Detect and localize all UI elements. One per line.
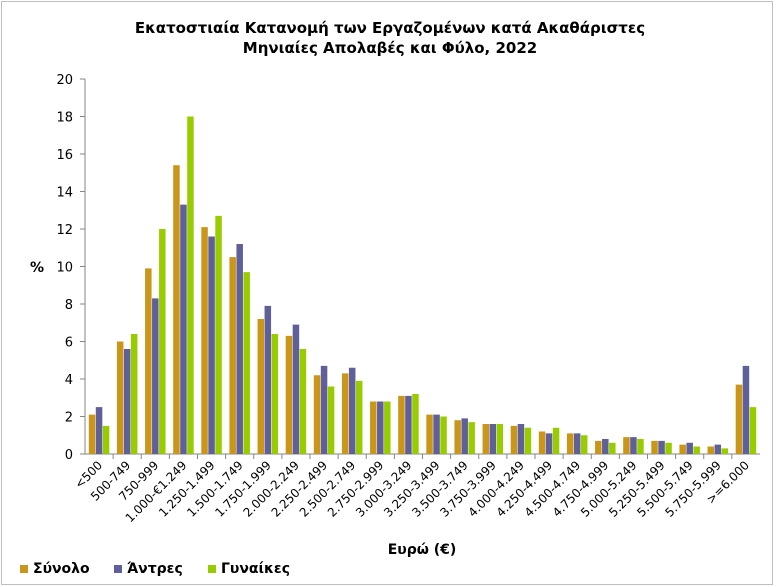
bar: [461, 418, 468, 454]
bar: [686, 442, 693, 454]
legend-swatch: [114, 565, 122, 573]
y-tick-label: 12: [56, 223, 73, 238]
bar: [299, 349, 307, 454]
bar: [229, 257, 236, 454]
bar: [440, 416, 447, 454]
bar: [187, 116, 194, 454]
bar: [538, 431, 546, 454]
plot-area: 02468101214161820<500500-749750-9991.000…: [56, 73, 760, 525]
bar: [123, 349, 131, 454]
y-tick-label: 14: [56, 186, 73, 201]
bar: [243, 272, 250, 454]
bar: [264, 305, 272, 454]
bar: [665, 442, 672, 454]
bar: [468, 422, 475, 454]
bar: [215, 215, 222, 454]
bar: [152, 298, 159, 454]
y-tick-label: 16: [56, 148, 73, 163]
bar: [173, 165, 180, 454]
y-tick-label: 6: [65, 336, 73, 351]
y-tick-label: 10: [56, 261, 73, 276]
y-axis-title: %: [30, 260, 44, 276]
bar: [749, 407, 757, 454]
bar: [609, 442, 616, 454]
bar: [580, 435, 588, 454]
bar: [714, 444, 722, 454]
bar: [545, 433, 553, 454]
legend-swatch: [208, 565, 216, 573]
bar: [433, 414, 440, 454]
bar: [145, 268, 152, 454]
legend-label: Γυναίκες: [221, 561, 290, 577]
bar: [271, 334, 279, 454]
bar: [327, 386, 335, 454]
legend-label: Άντρες: [127, 561, 183, 577]
bar: [517, 424, 525, 454]
bar: [489, 424, 497, 454]
bar: [355, 380, 363, 454]
bar: [313, 375, 321, 454]
bar: [496, 424, 504, 454]
legend-label: Σύνολο: [33, 561, 90, 577]
bar: [377, 401, 384, 454]
bar: [341, 373, 349, 454]
bar: [721, 448, 729, 454]
bar: [630, 437, 637, 454]
bar: [623, 437, 630, 454]
bar: [102, 425, 110, 454]
chart-title-line-1: Εκατοστιαία Κατανομή των Εργαζομένων κατ…: [135, 19, 645, 37]
bar: [201, 227, 208, 454]
bar: [116, 341, 124, 454]
bar: [398, 395, 405, 454]
bar: [285, 335, 293, 454]
bar: [180, 204, 187, 454]
bar: [658, 440, 665, 454]
bar: [637, 439, 644, 454]
bar: [370, 401, 377, 454]
bar: [510, 425, 518, 454]
bar: [257, 319, 265, 454]
bar: [595, 440, 602, 454]
y-tick-label: 8: [65, 298, 73, 313]
bar: [602, 439, 609, 454]
bar: [384, 401, 391, 454]
bar: [552, 427, 560, 454]
bar: [566, 433, 574, 454]
bar: [292, 324, 300, 454]
bar: [88, 414, 96, 454]
bar: [412, 394, 419, 454]
y-tick-label: 20: [56, 73, 73, 88]
y-tick-label: 0: [65, 448, 73, 463]
bar: [707, 446, 715, 454]
x-axis-title: Ευρώ (€): [388, 542, 457, 558]
legend-swatch: [20, 565, 28, 573]
bar: [454, 420, 461, 454]
bar: [405, 395, 412, 454]
bar: [95, 407, 103, 454]
bar: [482, 424, 490, 454]
chart-title-line-2: Μηνιαίες Απολαβές και Φύλο, 2022: [243, 39, 537, 57]
bar: [208, 236, 215, 454]
bar: [130, 334, 138, 454]
bar: [159, 229, 166, 454]
y-tick-label: 18: [56, 111, 73, 126]
bar: [573, 433, 581, 454]
bar: [651, 440, 658, 454]
bar: [735, 384, 743, 454]
y-tick-label: 2: [65, 411, 73, 426]
bar: [236, 244, 243, 454]
legend: Σύνολο Άντρες Γυναίκες: [20, 561, 290, 577]
bar: [524, 427, 532, 454]
bar: [742, 365, 750, 454]
y-tick-label: 4: [65, 373, 73, 388]
bar: [348, 367, 356, 454]
bar: [679, 444, 686, 454]
bar: [693, 446, 700, 454]
bar: [320, 365, 328, 454]
bar: [426, 414, 433, 454]
